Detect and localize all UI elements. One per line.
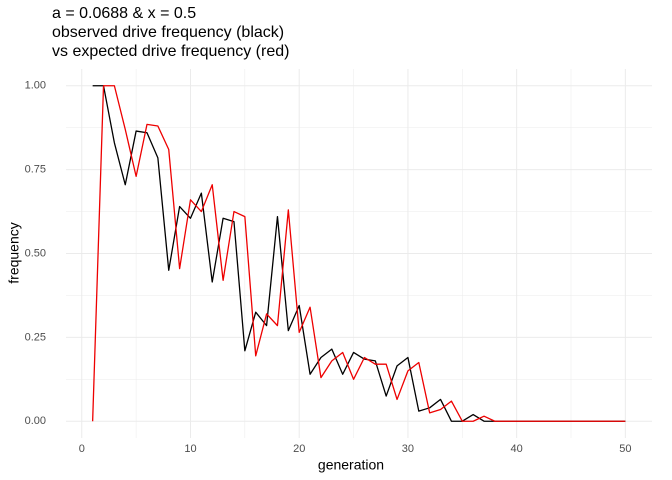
x-tick-label: 30	[402, 443, 414, 455]
y-tick-label: 0.00	[25, 415, 46, 427]
chart-title: vs expected drive frequency (red)	[52, 43, 289, 60]
x-tick-label: 50	[619, 443, 631, 455]
y-tick-label: 1.00	[25, 80, 46, 92]
y-tick-label: 0.75	[25, 164, 46, 176]
x-tick-label: 40	[511, 443, 523, 455]
y-axis-title: frequency	[6, 222, 22, 283]
series-line	[91, 85, 626, 422]
x-tick-label: 10	[184, 443, 196, 455]
chart-title: a = 0.0688 & x = 0.5	[52, 5, 196, 22]
y-tick-label: 0.25	[25, 331, 46, 343]
x-tick-label: 20	[293, 443, 305, 455]
x-axis-title: generation	[318, 457, 384, 473]
chart-title: observed drive frequency (black)	[52, 24, 284, 41]
y-tick-label: 0.50	[25, 247, 46, 259]
x-tick-label: 0	[79, 443, 85, 455]
